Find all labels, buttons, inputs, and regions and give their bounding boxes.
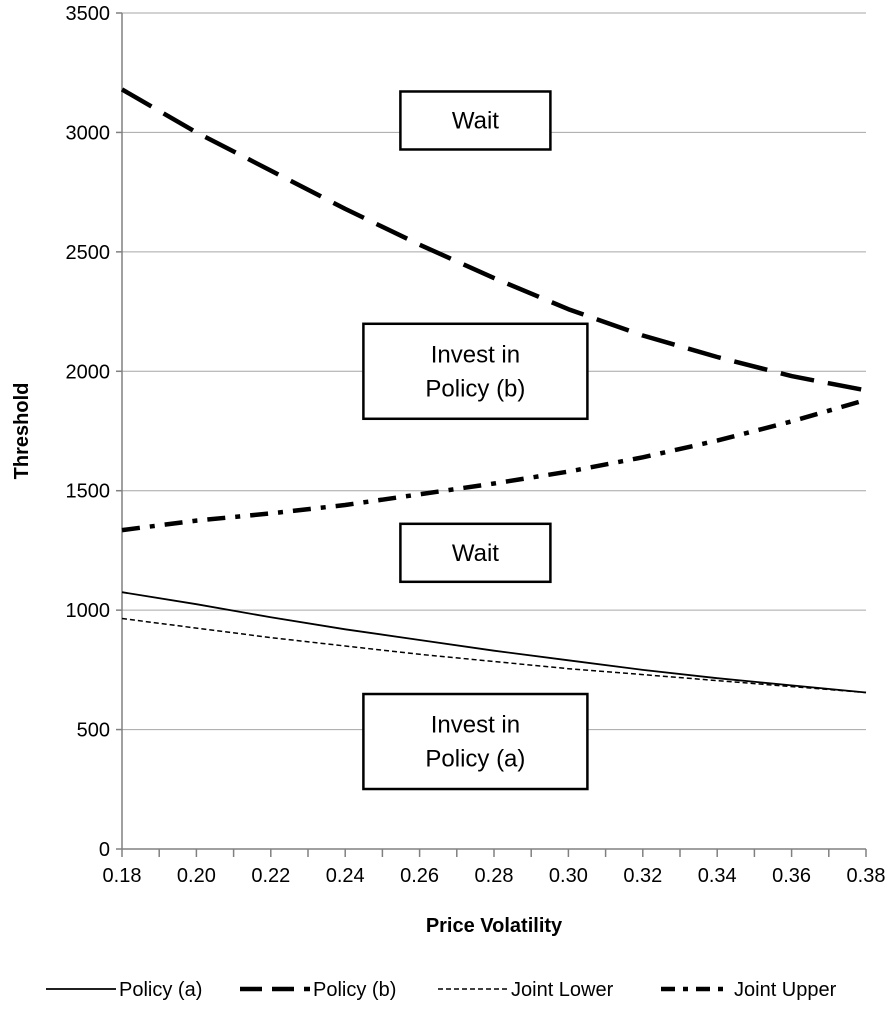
series-line-joint-upper <box>121 397 867 533</box>
region-box <box>362 692 589 791</box>
x-tick-label: 0.20 <box>177 865 216 887</box>
legend-label: Policy (b) <box>313 979 396 1001</box>
region-label: Policy (a) <box>425 746 525 773</box>
y-tick-label: 0 <box>99 839 110 861</box>
x-tick-label: 0.24 <box>326 865 365 887</box>
region-label: Wait <box>452 107 499 134</box>
x-tick-label: 0.22 <box>251 865 290 887</box>
region-box <box>399 522 552 584</box>
series-line-policy-b <box>120 87 867 393</box>
legend: Policy (a) Policy (b) Joint Lower Joint Upp… <box>46 979 837 1001</box>
region-label: Wait <box>452 540 499 567</box>
region-label: Invest in <box>431 712 520 739</box>
x-tick-label: 0.38 <box>847 865 886 887</box>
y-tick-label: 2500 <box>66 242 111 264</box>
x-tick-label: 0.34 <box>698 865 737 887</box>
legend-label: Policy (a) <box>119 979 202 1001</box>
legend-label: Joint Lower <box>511 979 614 1001</box>
region-box <box>362 322 589 421</box>
region-label: Policy (b) <box>425 375 525 402</box>
y-axis-title: Threshold <box>11 383 33 480</box>
x-tick-label: 0.36 <box>772 865 811 887</box>
series-lines <box>120 87 867 694</box>
x-tick-label: 0.26 <box>400 865 439 887</box>
y-tick-label: 3000 <box>66 122 111 144</box>
axes: 0 500 1000 1500 2000 2500 3000 3500 0.18 0.20 0.22… <box>66 3 886 887</box>
region-label: Invest in <box>431 341 520 368</box>
y-tick-label: 2000 <box>66 361 111 383</box>
x-tick-label: 0.28 <box>475 865 514 887</box>
x-tick-label: 0.32 <box>623 865 662 887</box>
y-tick-label: 3500 <box>66 3 111 25</box>
x-axis-title: Price Volatility <box>426 915 563 937</box>
series-line-policy-a <box>121 591 867 694</box>
legend-label: Joint Upper <box>734 979 837 1001</box>
region-annotations: Wait Invest in Policy (b) Wait Invest in Poli… <box>362 90 589 791</box>
y-tick-label: 1500 <box>66 481 111 503</box>
region-box <box>399 90 552 151</box>
x-tick-label: 0.18 <box>103 865 142 887</box>
y-tick-label: 500 <box>77 720 110 742</box>
y-tick-label: 1000 <box>66 600 111 622</box>
x-tick-label: 0.30 <box>549 865 588 887</box>
